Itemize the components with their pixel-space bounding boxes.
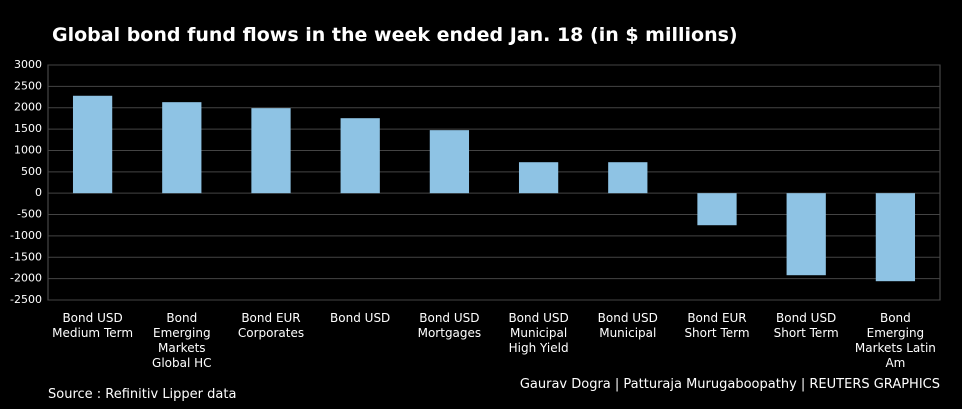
x-tick-label: Bond EUR Corporates: [237, 311, 305, 340]
bar: [875, 193, 916, 282]
y-tick-label: 3000: [14, 58, 42, 71]
source: Source : Refinitiv Lipper data: [48, 387, 237, 402]
bar: [162, 102, 202, 194]
y-tick-label: 0: [35, 186, 42, 199]
x-tick-label: Bond USD: [330, 311, 391, 325]
bar: [608, 162, 648, 194]
y-tick-label: 2000: [14, 101, 42, 114]
bar: [251, 108, 291, 194]
bar: [697, 193, 737, 226]
y-tick-label: -500: [17, 208, 42, 221]
y-tick-label: -2000: [10, 272, 42, 285]
x-tick-label: Bond USD Medium Term: [52, 311, 134, 340]
x-tick-label: Bond USD Municipal: [597, 311, 658, 340]
credit: Gaurav Dogra | Patturaja Murugaboopathy …: [519, 377, 940, 392]
bar: [72, 95, 113, 194]
x-tick-label: Bond USD Municipal High Yield: [508, 311, 569, 355]
y-tick-label: -2500: [10, 293, 42, 306]
bar: [340, 118, 380, 194]
y-tick-label: 500: [21, 165, 42, 178]
y-tick-label: 1500: [14, 122, 42, 135]
x-tick-label: Bond EUR Short Term: [684, 311, 750, 340]
bar: [518, 162, 559, 194]
x-tick-label: Bond Emerging Markets Latin Am: [854, 311, 936, 370]
y-tick-label: 2500: [14, 79, 42, 92]
chart-title: Global bond fund flows in the week ended…: [52, 24, 738, 46]
bar: [429, 130, 470, 194]
bar: [786, 193, 826, 276]
x-tick-label: Bond Emerging Markets Global HC: [152, 311, 212, 370]
x-tick-label: Bond USD Short Term: [773, 311, 839, 340]
x-tick-label: Bond USD Mortgages: [417, 311, 482, 340]
y-tick-label: -1000: [10, 229, 42, 242]
y-tick-label: -1500: [10, 250, 42, 263]
y-tick-label: 1000: [14, 143, 42, 156]
